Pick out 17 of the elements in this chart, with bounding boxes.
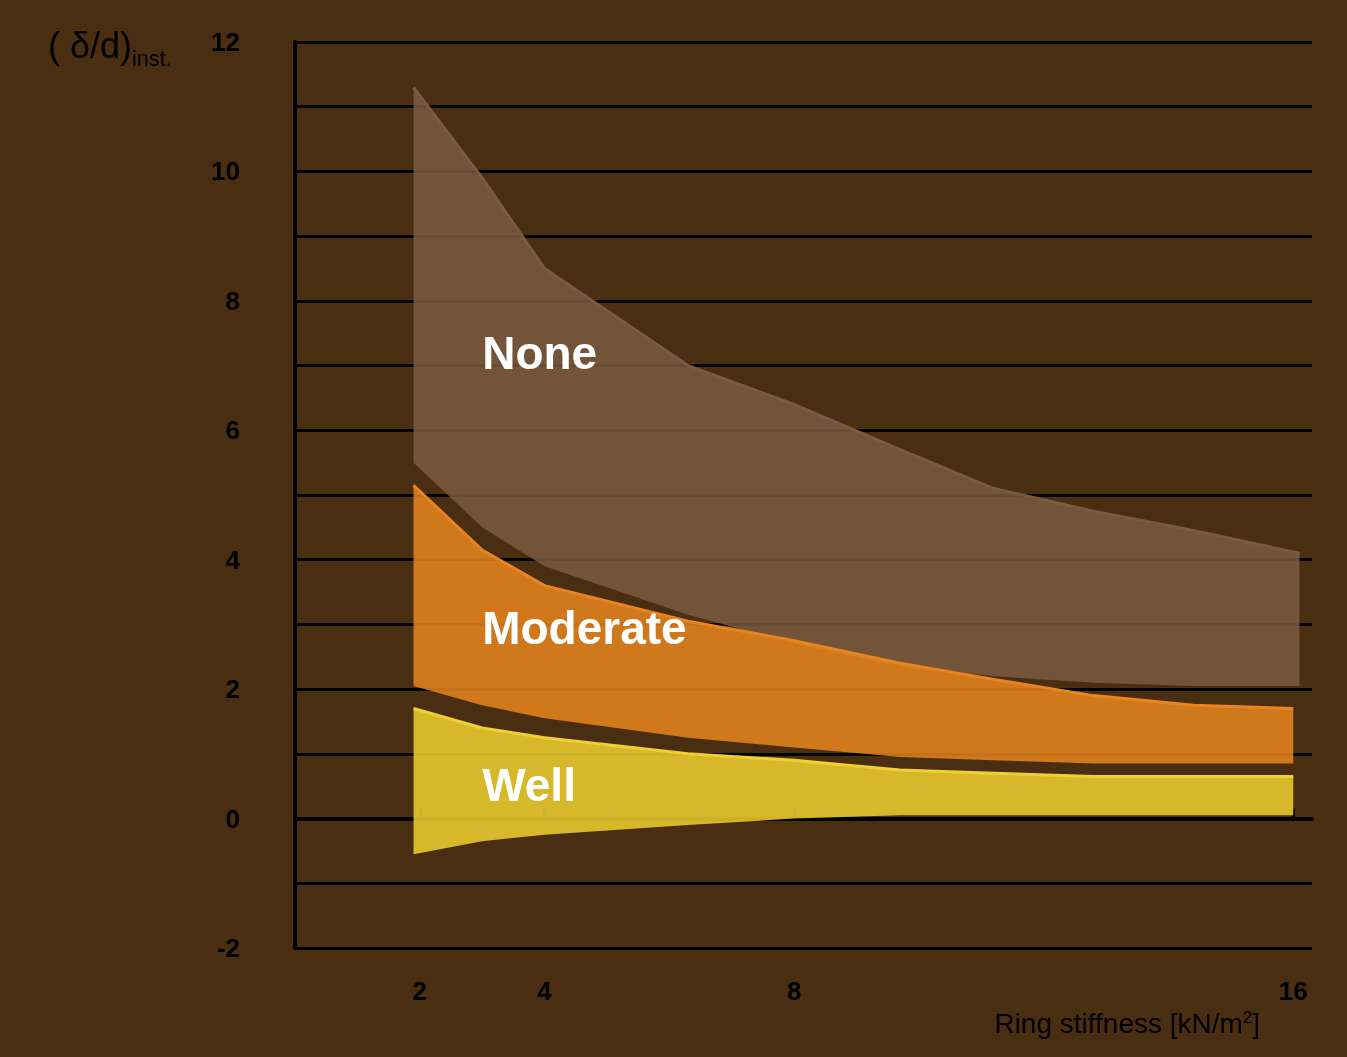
x-tick-label: 16 [1278, 976, 1308, 1006]
y-tick-label: 2 [225, 674, 240, 705]
y-tick-label: 6 [225, 415, 240, 446]
series-label: Moderate [482, 601, 687, 654]
y-tick-label: 8 [225, 285, 240, 316]
y-tick-label: 12 [211, 27, 240, 57]
y-axis-title: ( δ/d)$_{inst.}$ [48, 25, 172, 72]
series-label: None [482, 326, 598, 379]
x-tick-label: 8 [786, 976, 802, 1006]
x-axis-title: Ring stiffness [kN/m$^{2}$] [994, 1008, 1260, 1040]
y-tick-label: 10 [211, 156, 240, 187]
x-tick-label: 4 [537, 976, 553, 1006]
x-tick-label: 2 [412, 976, 428, 1006]
y-tick-label: 0 [225, 803, 240, 834]
y-tick-label: -2 [216, 933, 240, 963]
y-tick-label: 4 [225, 544, 241, 575]
series-label: Well [482, 758, 576, 811]
